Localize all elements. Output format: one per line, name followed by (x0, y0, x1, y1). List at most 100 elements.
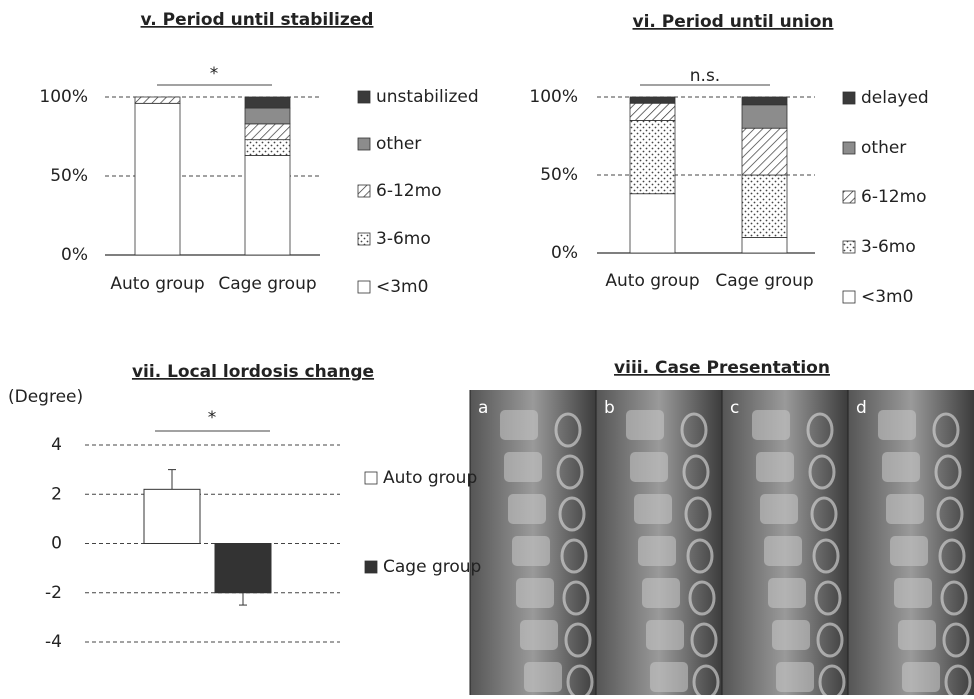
y-tick-label: 100% (529, 87, 578, 107)
y-axis-label: (Degree) (8, 387, 83, 407)
legend-label: Cage group (383, 557, 481, 577)
y-tick-label: 0 (51, 534, 62, 554)
x-tick-label: Cage group (218, 274, 316, 294)
legend-label: other (861, 138, 906, 158)
legend-label: 6-12mo (376, 181, 442, 201)
y-tick-label: 4 (51, 435, 62, 455)
vertebra (634, 494, 672, 524)
y-tick-label: 0% (551, 243, 578, 263)
legend-swatch (358, 138, 370, 150)
bar (215, 544, 271, 593)
figure: viii. Case Presentation a b c d v. Period u… (0, 0, 974, 695)
vertebra (508, 494, 546, 524)
chart-title: vii. Local lordosis change (132, 362, 374, 382)
legend-label: Auto group (383, 468, 477, 488)
vertebra (646, 620, 684, 650)
y-tick-label: 50% (50, 166, 88, 186)
vertebra (638, 536, 676, 566)
legend-swatch (365, 472, 377, 484)
bar-segment (245, 155, 290, 255)
legend-label: delayed (861, 88, 929, 108)
y-tick-label: 50% (540, 165, 578, 185)
vertebra (756, 452, 794, 482)
legend-swatch (365, 561, 377, 573)
legend-swatch (843, 291, 855, 303)
image-label: d (856, 398, 867, 418)
vertebra (882, 452, 920, 482)
y-tick-label: -4 (45, 632, 62, 652)
bar (144, 489, 200, 543)
y-tick-label: -2 (45, 583, 62, 603)
legend-label: 3-6mo (861, 237, 916, 257)
vertebra (894, 578, 932, 608)
bar-segment (245, 140, 290, 156)
bar-segment (245, 97, 290, 108)
vertebra (500, 410, 538, 440)
legend-swatch (358, 281, 370, 293)
bar-segment (630, 120, 675, 193)
case-images: viii. Case Presentation a b c d (470, 358, 974, 695)
vertebra (642, 578, 680, 608)
vertebra (776, 662, 814, 692)
chart-title: v. Period until stabilized (141, 10, 374, 30)
y-tick-label: 2 (51, 484, 62, 504)
bar-segment (245, 108, 290, 124)
bar-segment (630, 194, 675, 253)
chart: vii. Local lordosis change (Degree) -4 -2 0 2… (8, 362, 481, 652)
legend-swatch (843, 142, 855, 154)
vertebra (516, 578, 554, 608)
chart: v. Period until stabilized 0% 50% 100% * Auto… (39, 10, 478, 297)
image-label: c (730, 398, 739, 418)
vertebra (902, 662, 940, 692)
vertebra (890, 536, 928, 566)
significance-label: n.s. (690, 66, 720, 86)
y-tick-label: 100% (39, 87, 88, 107)
vertebra (878, 410, 916, 440)
bar-segment (742, 97, 787, 105)
bar-segment (135, 97, 180, 103)
legend-label: unstabilized (376, 87, 479, 107)
vertebra (772, 620, 810, 650)
bar-segment (245, 124, 290, 140)
bar-segment (742, 237, 787, 253)
bar-segment (742, 175, 787, 237)
x-tick-label: Auto group (110, 274, 204, 294)
legend-swatch (358, 185, 370, 197)
legend-label: 6-12mo (861, 187, 927, 207)
vertebra (768, 578, 806, 608)
vertebra (764, 536, 802, 566)
legend-swatch (358, 233, 370, 245)
legend-label: <3m0 (376, 277, 428, 297)
chart-title: vi. Period until union (633, 12, 834, 32)
vertebra (886, 494, 924, 524)
significance-label: * (208, 408, 217, 428)
bar-segment (135, 103, 180, 255)
vertebra (650, 662, 688, 692)
vertebra (504, 452, 542, 482)
vertebra (524, 662, 562, 692)
panel-title: viii. Case Presentation (614, 358, 830, 378)
x-tick-label: Auto group (605, 271, 699, 291)
vertebra (512, 536, 550, 566)
legend-label: 3-6mo (376, 229, 431, 249)
image-label: b (604, 398, 615, 418)
chart: vi. Period until union 0% 50% 100% n.s. Auto … (529, 12, 928, 307)
vertebra (626, 410, 664, 440)
bar-segment (742, 128, 787, 175)
image-label: a (478, 398, 488, 418)
bar-segment (630, 103, 675, 120)
legend-label: <3m0 (861, 287, 913, 307)
legend-swatch (843, 92, 855, 104)
legend-swatch (358, 91, 370, 103)
bar-segment (630, 97, 675, 103)
bar-segment (742, 105, 787, 128)
significance-label: * (210, 64, 219, 84)
y-tick-label: 0% (61, 245, 88, 265)
vertebra (520, 620, 558, 650)
vertebra (760, 494, 798, 524)
legend-swatch (843, 191, 855, 203)
page: viii. Case Presentation a b c d v. Period u… (0, 0, 974, 699)
vertebra (898, 620, 936, 650)
vertebra (752, 410, 790, 440)
x-tick-label: Cage group (715, 271, 813, 291)
